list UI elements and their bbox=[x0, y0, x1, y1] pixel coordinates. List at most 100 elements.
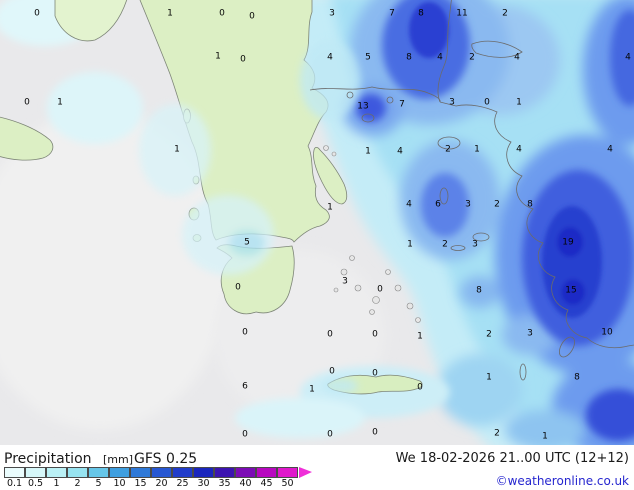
precip-value: 0 bbox=[34, 8, 40, 19]
legend-swatch bbox=[109, 467, 130, 478]
precip-value: 1 bbox=[167, 8, 173, 19]
legend-scale-segment: 50 bbox=[277, 467, 298, 489]
legend-swatch bbox=[88, 467, 109, 478]
legend-scale-segment: 45 bbox=[256, 467, 277, 489]
legend-scale-segment: 20 bbox=[151, 467, 172, 489]
datetime-label: We 18-02-2026 21..00 UTC (12+12) bbox=[395, 451, 629, 466]
precip-value: 2 bbox=[502, 8, 508, 19]
precip-value: 3 bbox=[342, 276, 348, 287]
precipitation-map: 0 1 0 0 3 7 8 11 2 1 0 4 5 8 4 2 4 4 0 1 13 7 3 0 1 1 1 4 2 1 4 4 1 4 6 3 2 8… bbox=[0, 0, 634, 445]
legend-scale-segment: 40 bbox=[235, 467, 256, 489]
legend-scale-arrow-icon bbox=[299, 467, 312, 478]
legend-scale-segment: 15 bbox=[130, 467, 151, 489]
precip-value: 2 bbox=[469, 52, 475, 63]
precip-value: 6 bbox=[435, 199, 441, 210]
precip-value: 4 bbox=[397, 146, 403, 157]
precip-value: 3 bbox=[329, 8, 335, 19]
precip-over-land bbox=[139, 40, 360, 394]
precip-value: 1 bbox=[542, 431, 548, 442]
precip-value: 1 bbox=[327, 202, 333, 213]
precip-value: 2 bbox=[486, 329, 492, 340]
precip-value: 0 bbox=[372, 427, 378, 438]
coastline-layer bbox=[309, 0, 634, 381]
precip-value: 1 bbox=[365, 146, 371, 157]
precip-value: 0 bbox=[327, 429, 333, 440]
precip-value: 2 bbox=[445, 144, 451, 155]
islands-layer bbox=[323, 145, 421, 323]
precip-value: 8 bbox=[418, 8, 424, 19]
legend-swatch bbox=[256, 467, 277, 478]
precip-value: 2 bbox=[494, 199, 500, 210]
precip-value: 0 bbox=[372, 329, 378, 340]
precip-value: 7 bbox=[399, 99, 405, 110]
precip-value: 0 bbox=[417, 382, 423, 393]
copyright-label: ©weatheronline.co.uk bbox=[495, 474, 629, 488]
precip-value: 4 bbox=[516, 144, 522, 155]
legend-scale-segment: 30 bbox=[193, 467, 214, 489]
precip-value: 1 bbox=[417, 331, 423, 342]
precip-value: 0 bbox=[219, 8, 225, 19]
legend-scale-label: 20 bbox=[155, 478, 168, 489]
precip-value: 6 bbox=[242, 381, 248, 392]
legend-scale-segment: 25 bbox=[172, 467, 193, 489]
precip-value: 4 bbox=[327, 52, 333, 63]
precip-value: 3 bbox=[465, 199, 471, 210]
precip-value: 0 bbox=[329, 366, 335, 377]
legend-swatch bbox=[25, 467, 46, 478]
legend-scale-label: 25 bbox=[176, 478, 189, 489]
legend-scale-label: 5 bbox=[95, 478, 102, 489]
precip-value: 1 bbox=[309, 384, 315, 395]
legend-scale-label: 0.1 bbox=[6, 478, 23, 489]
precip-value: 0 bbox=[372, 368, 378, 379]
precip-value: 2 bbox=[442, 239, 448, 250]
precip-value: 3 bbox=[527, 328, 533, 339]
legend-scale-segment: 0.5 bbox=[25, 467, 46, 489]
precip-value: 0 bbox=[235, 282, 241, 293]
legend-scale-segment: 10 bbox=[109, 467, 130, 489]
legend-scale-label: 35 bbox=[218, 478, 231, 489]
precip-value: 8 bbox=[574, 372, 580, 383]
legend-scale-label: 2 bbox=[74, 478, 81, 489]
precip-value: 4 bbox=[514, 52, 520, 63]
precip-value: 0 bbox=[242, 429, 248, 440]
precip-value: 0 bbox=[377, 284, 383, 295]
model-label: GFS 0.25 bbox=[134, 451, 198, 467]
precip-value: 0 bbox=[242, 327, 248, 338]
unit-label: [mm] bbox=[103, 453, 134, 466]
precip-value: 0 bbox=[249, 11, 255, 22]
precip-value: 3 bbox=[472, 239, 478, 250]
precip-value: 15 bbox=[565, 285, 577, 296]
legend-swatch bbox=[151, 467, 172, 478]
precip-core-cells bbox=[409, 2, 602, 318]
legend-scale-segment: 5 bbox=[88, 467, 109, 489]
precip-value: 19 bbox=[562, 237, 574, 248]
legend-scale-label: 30 bbox=[197, 478, 210, 489]
precip-value: 3 bbox=[449, 97, 455, 108]
legend-swatch bbox=[214, 467, 235, 478]
precip-value: 7 bbox=[389, 8, 395, 19]
legend-swatch bbox=[130, 467, 151, 478]
parameter-label: Precipitation bbox=[4, 451, 92, 467]
precip-value: 8 bbox=[406, 52, 412, 63]
precip-value: 1 bbox=[486, 372, 492, 383]
precip-value: 0 bbox=[240, 54, 246, 65]
precip-value: 4 bbox=[437, 52, 443, 63]
legend-scale-segment: 2 bbox=[67, 467, 88, 489]
legend-scale-label: 0.5 bbox=[27, 478, 44, 489]
legend-scale-segment: 1 bbox=[46, 467, 67, 489]
legend-swatch bbox=[67, 467, 88, 478]
precip-value: 1 bbox=[57, 97, 63, 108]
precip-value: 1 bbox=[174, 144, 180, 155]
precip-value: 1 bbox=[516, 97, 522, 108]
legend-scale-label: 1 bbox=[53, 478, 60, 489]
precip-value: 11 bbox=[456, 8, 468, 19]
precip-value: 13 bbox=[357, 101, 369, 112]
precip-value: 8 bbox=[476, 285, 482, 296]
map-graphic bbox=[0, 0, 634, 445]
precip-value: 0 bbox=[24, 97, 30, 108]
legend-scale-label: 40 bbox=[239, 478, 252, 489]
legend-swatch bbox=[46, 467, 67, 478]
legend-scale-label: 10 bbox=[113, 478, 126, 489]
legend-scale-segment: 0.1 bbox=[4, 467, 25, 489]
